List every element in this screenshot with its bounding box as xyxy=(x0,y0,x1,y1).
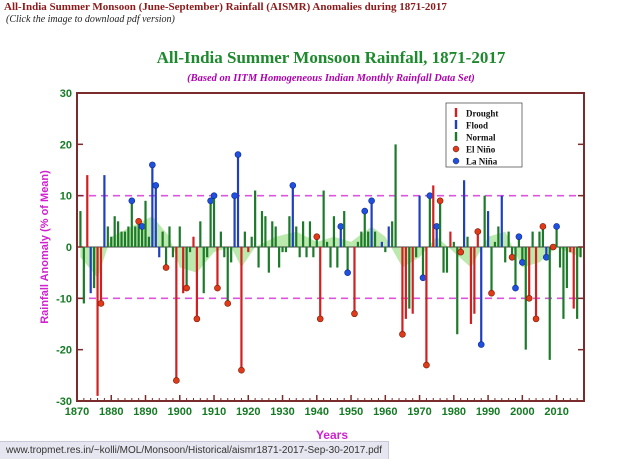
x-axis-label: Years xyxy=(316,428,348,442)
la-nina-marker-1886 xyxy=(128,197,136,205)
x-tick-label-1950: 1950 xyxy=(339,406,363,418)
el-nino-marker-1991 xyxy=(488,289,495,297)
el-nino-marker-1896 xyxy=(162,264,170,271)
legend-label-1: Flood xyxy=(466,121,488,131)
y-tick-label-30: 30 xyxy=(60,88,72,100)
la-nina-marker-2010 xyxy=(553,223,560,230)
la-nina-marker-1988 xyxy=(477,341,485,348)
el-nino-marker-2009 xyxy=(549,243,557,251)
la-nina-marker-2007 xyxy=(543,253,550,261)
el-nino-marker-1918 xyxy=(238,366,245,374)
legend-label-4: La Niña xyxy=(466,157,498,167)
y-tick-label-20: 20 xyxy=(60,139,72,151)
x-tick-label-1960: 1960 xyxy=(373,406,397,418)
page-subheading: (Click the image to download pdf version… xyxy=(6,14,175,25)
la-nina-marker-1910 xyxy=(210,192,218,199)
el-nino-marker-2004 xyxy=(532,315,540,323)
x-tick-label-1940: 1940 xyxy=(305,406,329,418)
el-nino-marker-1902 xyxy=(183,284,190,292)
el-nino-marker-1911 xyxy=(214,284,221,292)
la-nina-marker-1892 xyxy=(149,161,156,169)
y-axis-label: Rainfall Anomaly (% of Mean) xyxy=(39,170,51,324)
el-nino-marker-1982 xyxy=(457,248,464,256)
la-nina-marker-1909 xyxy=(207,197,214,205)
y-tick-label--10: -10 xyxy=(56,293,72,305)
la-nina-marker-1954 xyxy=(361,207,369,215)
legend-label-0: Drought xyxy=(466,109,498,119)
x-tick-label-1990: 1990 xyxy=(476,406,500,418)
el-nino-marker-1941 xyxy=(316,315,324,323)
x-tick-label-1970: 1970 xyxy=(407,406,431,418)
page-heading: All-India Summer Monsoon (June-September… xyxy=(4,1,447,13)
la-nina-marker-1889 xyxy=(138,223,146,230)
el-nino-marker-1905 xyxy=(193,315,201,323)
legend-marker-3 xyxy=(452,145,460,153)
legend-label-2: Normal xyxy=(466,133,496,143)
la-nina-marker-1973 xyxy=(426,192,434,199)
x-tick-label-2010: 2010 xyxy=(544,406,568,418)
la-nina-marker-1999 xyxy=(515,233,523,241)
legend-label-3: El Niño xyxy=(466,145,496,155)
el-nino-marker-1965 xyxy=(399,330,406,338)
la-nina-marker-1971 xyxy=(419,274,427,282)
la-nina-marker-1975 xyxy=(433,223,440,230)
el-nino-marker-2006 xyxy=(539,223,547,230)
axis-ticks: 1870 1880 1890 1900 1910 1920 1930 1940 1950 1960… xyxy=(56,88,584,418)
legend-box xyxy=(445,102,523,168)
el-nino-marker-1888 xyxy=(135,218,142,225)
chart-legend: Drought Flood Normal El Niño La Niña xyxy=(445,102,523,168)
el-nino-marker-2002 xyxy=(525,295,533,302)
x-tick-label-1880: 1880 xyxy=(99,406,123,418)
legend-marker-4 xyxy=(452,157,460,165)
status-bar-url: www.tropmet.res.in/~kolli/MOL/Monsoon/Hi… xyxy=(0,441,390,459)
la-nina-marker-1916 xyxy=(231,192,238,199)
chart-subtitle: (Based on IITM Homogeneous Indian Monthl… xyxy=(187,73,475,84)
chart-title: All-India Summer Monsoon Rainfall, 1871-… xyxy=(157,48,506,67)
la-nina-marker-1933 xyxy=(289,182,297,189)
x-tick-label-1920: 1920 xyxy=(236,406,260,418)
el-nino-marker-1997 xyxy=(508,253,516,261)
el-nino-marker-1951 xyxy=(351,310,358,318)
x-tick-label-1930: 1930 xyxy=(270,406,294,418)
el-nino-marker-1877 xyxy=(97,300,105,307)
el-nino-marker-1940 xyxy=(313,233,321,241)
y-tick-label-10: 10 xyxy=(60,191,72,203)
la-nina-marker-1917 xyxy=(234,151,242,158)
x-tick-label-1900: 1900 xyxy=(168,406,192,418)
el-nino-marker-1987 xyxy=(474,228,482,235)
el-nino-marker-1976 xyxy=(436,197,444,205)
y-tick-label--20: -20 xyxy=(56,345,72,357)
la-nina-marker-2000 xyxy=(519,259,526,266)
x-tick-label-1910: 1910 xyxy=(202,406,226,418)
la-nina-marker-1956 xyxy=(368,197,375,205)
x-tick-label-2000: 2000 xyxy=(510,406,534,418)
y-tick-label--30: -30 xyxy=(56,396,72,408)
la-nina-marker-1949 xyxy=(344,269,351,276)
la-nina-marker-1998 xyxy=(512,284,519,292)
el-nino-marker-1899 xyxy=(173,377,180,384)
x-tick-label-1980: 1980 xyxy=(442,406,466,418)
el-nino-marker-1914 xyxy=(224,300,232,307)
la-nina-marker-1947 xyxy=(337,223,345,230)
y-tick-label-0: 0 xyxy=(66,242,72,254)
plot-area xyxy=(77,144,584,396)
x-tick-label-1890: 1890 xyxy=(133,406,157,418)
x-tick-label-1870: 1870 xyxy=(65,406,89,418)
la-nina-marker-1893 xyxy=(152,182,160,189)
el-nino-marker-1972 xyxy=(423,361,430,369)
